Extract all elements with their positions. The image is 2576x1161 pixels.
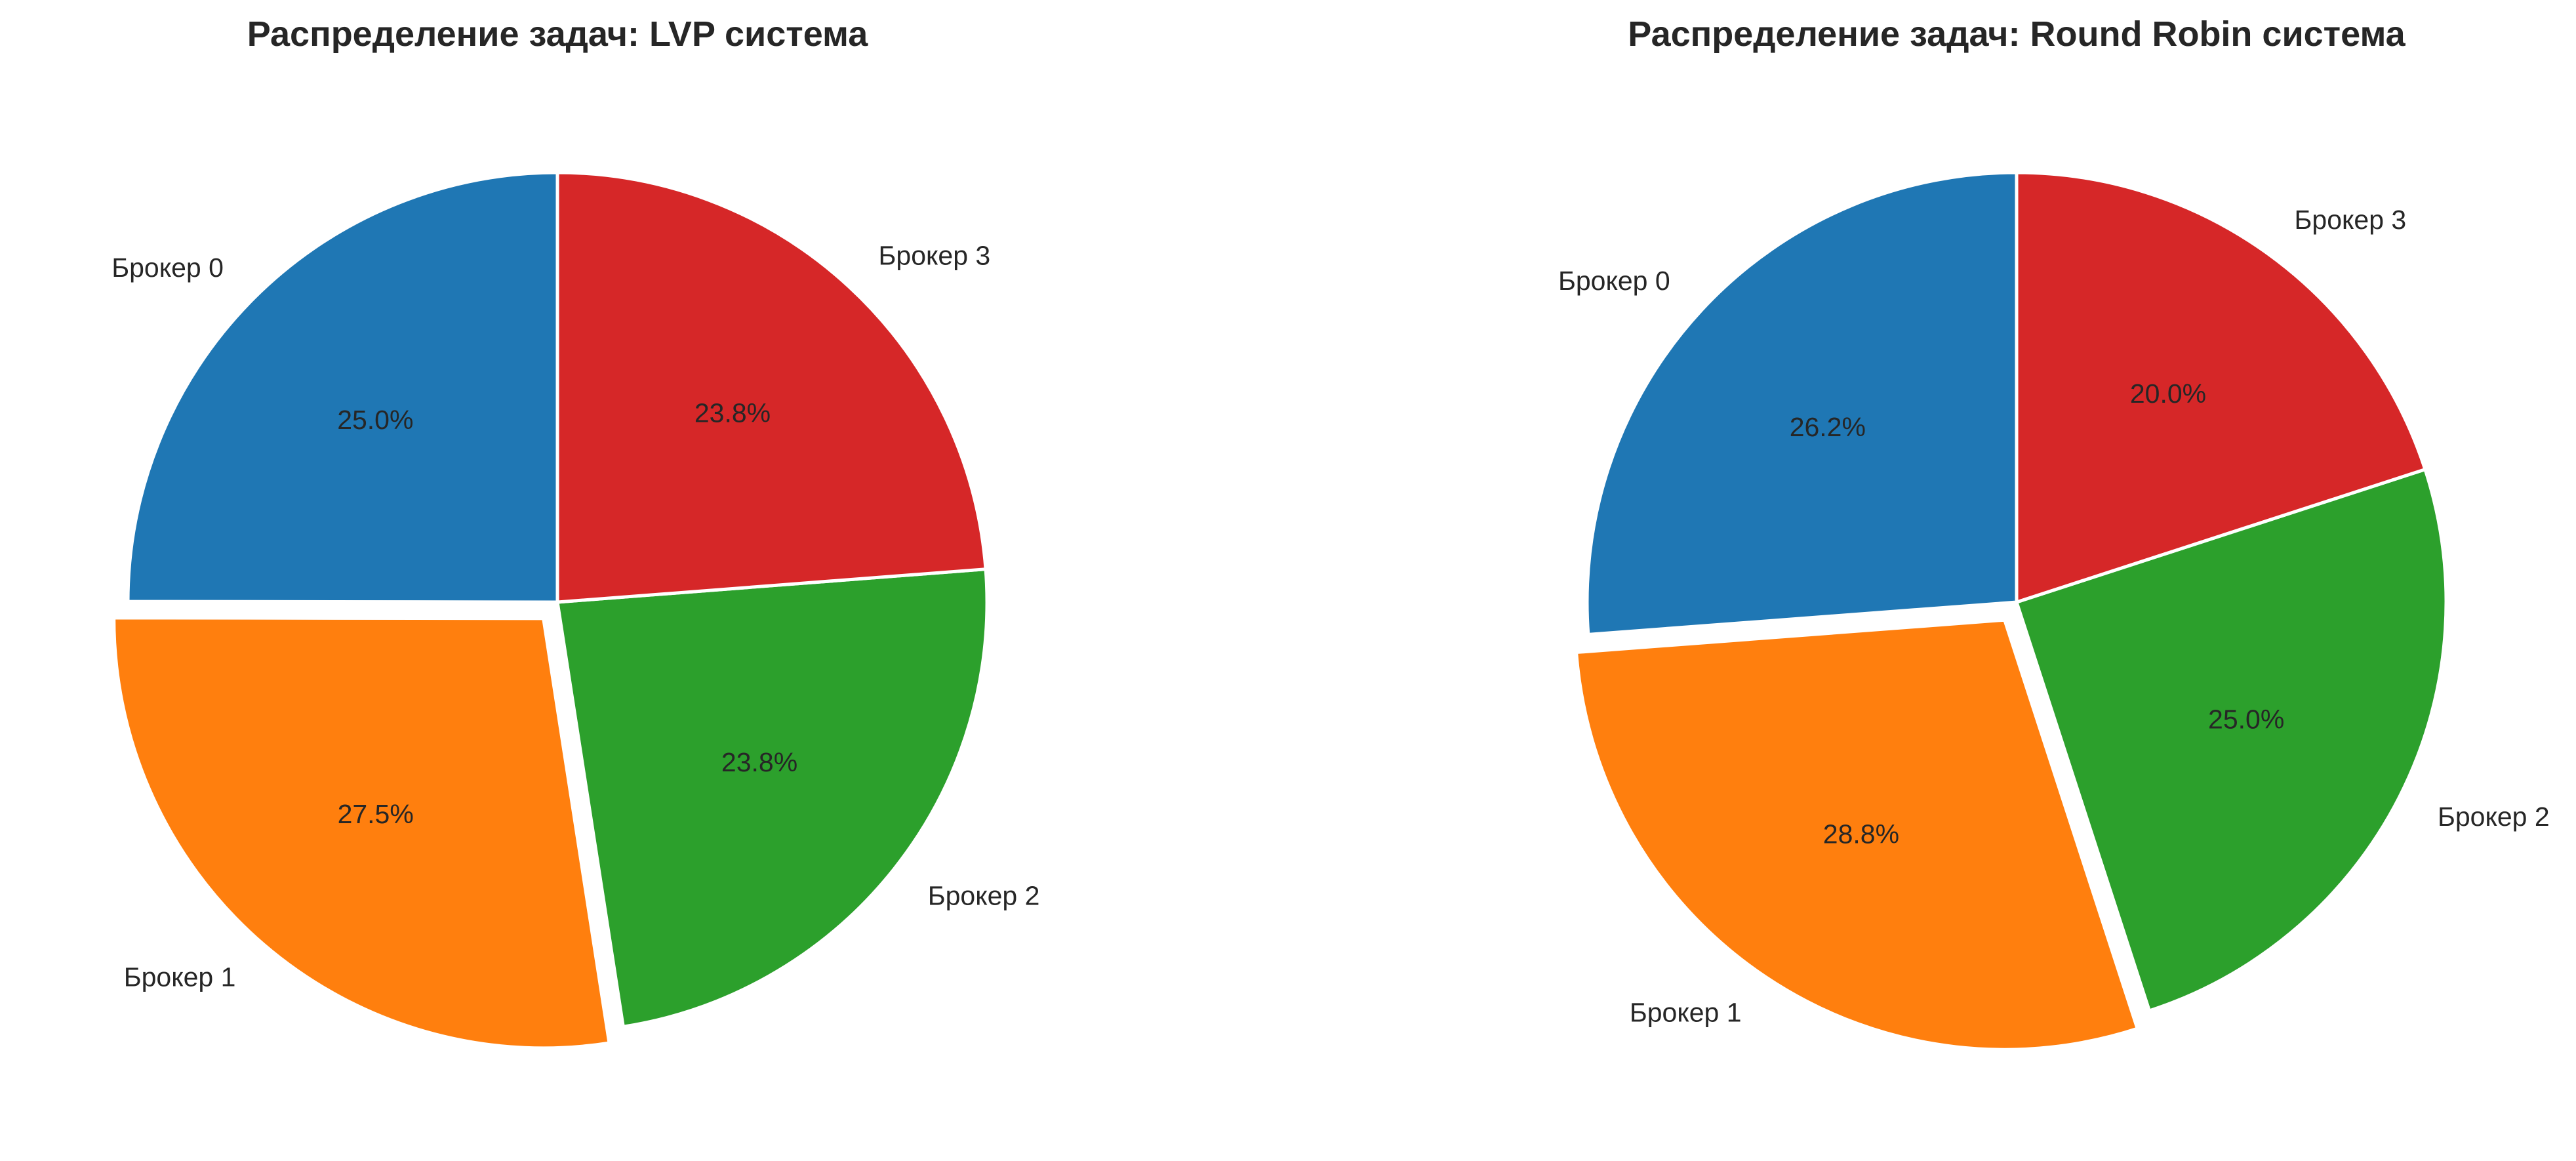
pie-labels-round-robin: Брокер 0 26.2% Брокер 1 28.8% Брокер 2 25.0% Б… [1558, 205, 2550, 1028]
chart-title-lvp: Распределение задач: LVP система [247, 14, 869, 54]
percent-label-round-robin-2: 25.0% [2208, 704, 2284, 734]
percent-label-round-robin-0: 26.2% [1790, 412, 1866, 442]
pie-slice-round-robin-3 [2015, 171, 2427, 604]
percent-label-round-robin-1: 28.8% [1823, 819, 1899, 849]
pie-slice-round-robin-0 [1585, 171, 2019, 636]
pie-chart-lvp: Распределение задач: LVP система Брокер … [111, 14, 1039, 1050]
slice-label-lvp-3: Брокер 3 [879, 240, 991, 270]
slice-label-round-robin-2: Брокер 2 [2438, 802, 2550, 832]
pie-slice-round-robin-1 [1575, 618, 2139, 1051]
slice-label-round-robin-1: Брокер 1 [1630, 998, 1742, 1028]
percent-label-round-robin-3: 20.0% [2130, 378, 2206, 409]
pie-slices-lvp [112, 171, 989, 1050]
slice-label-lvp-2: Брокер 2 [928, 880, 1040, 910]
pie-labels-lvp: Брокер 0 25.0% Брокер 1 27.5% Брокер 2 23.8% Б… [111, 240, 1039, 992]
percent-label-lvp-2: 23.8% [721, 747, 797, 777]
percent-label-lvp-0: 25.0% [337, 405, 413, 435]
pie-slice-lvp-0 [126, 171, 559, 604]
pie-slice-round-robin-2 [2015, 468, 2448, 1013]
chart-title-round-robin: Распределение задач: Round Robin система [1628, 14, 2405, 54]
slice-label-round-robin-3: Брокер 3 [2294, 205, 2406, 235]
slice-label-round-robin-0: Брокер 0 [1558, 266, 1670, 296]
slice-label-lvp-0: Брокер 0 [111, 253, 224, 283]
slice-label-lvp-1: Брокер 1 [124, 962, 236, 992]
pie-chart-round-robin: Распределение задач: Round Robin система… [1558, 14, 2550, 1051]
percent-label-lvp-3: 23.8% [694, 398, 771, 428]
pie-slices-round-robin [1575, 171, 2448, 1051]
pie-slice-lvp-1 [112, 616, 611, 1050]
percent-label-lvp-1: 27.5% [338, 799, 414, 829]
pie-slice-lvp-2 [555, 567, 989, 1029]
pie-slice-lvp-3 [555, 171, 988, 604]
